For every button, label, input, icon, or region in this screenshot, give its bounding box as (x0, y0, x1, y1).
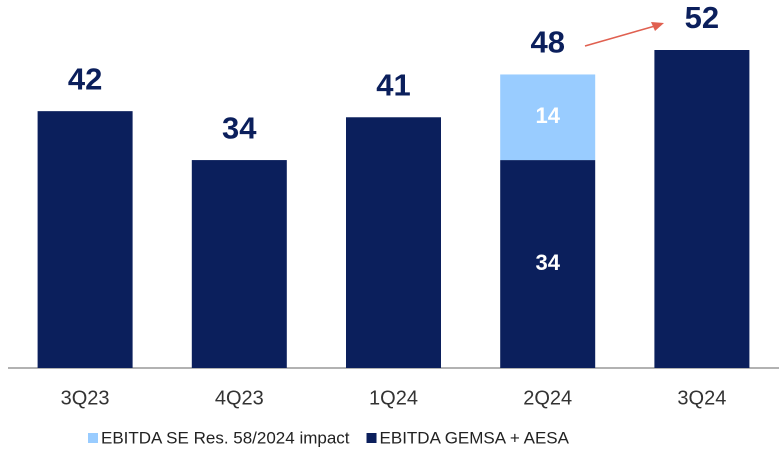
total-label: 52 (685, 0, 719, 35)
x-tick-label: 2Q24 (523, 387, 572, 409)
total-label: 34 (222, 110, 257, 145)
total-label: 42 (68, 61, 102, 96)
legend-swatch (88, 433, 98, 443)
segment-label: 34 (535, 250, 560, 275)
bar-segment (346, 117, 441, 369)
x-tick-label: 1Q24 (369, 387, 418, 409)
total-label: 41 (376, 67, 410, 102)
x-tick-label: 4Q23 (215, 387, 264, 409)
bar-segment (654, 50, 750, 368)
trend-arrow (584, 22, 664, 47)
x-tick-label: 3Q23 (61, 387, 110, 409)
legend-label: EBITDA SE Res. 58/2024 impact (101, 428, 350, 447)
segment-label: 14 (535, 103, 560, 128)
bar-segment (191, 160, 287, 368)
legend-swatch (366, 433, 377, 443)
bar-segment (500, 160, 596, 368)
legend-label: EBITDA GEMSA + AESA (380, 428, 570, 447)
total-label: 48 (530, 25, 564, 60)
x-tick-label: 3Q24 (677, 387, 726, 409)
bar-segment (500, 74, 596, 161)
bar-segment (37, 111, 133, 369)
